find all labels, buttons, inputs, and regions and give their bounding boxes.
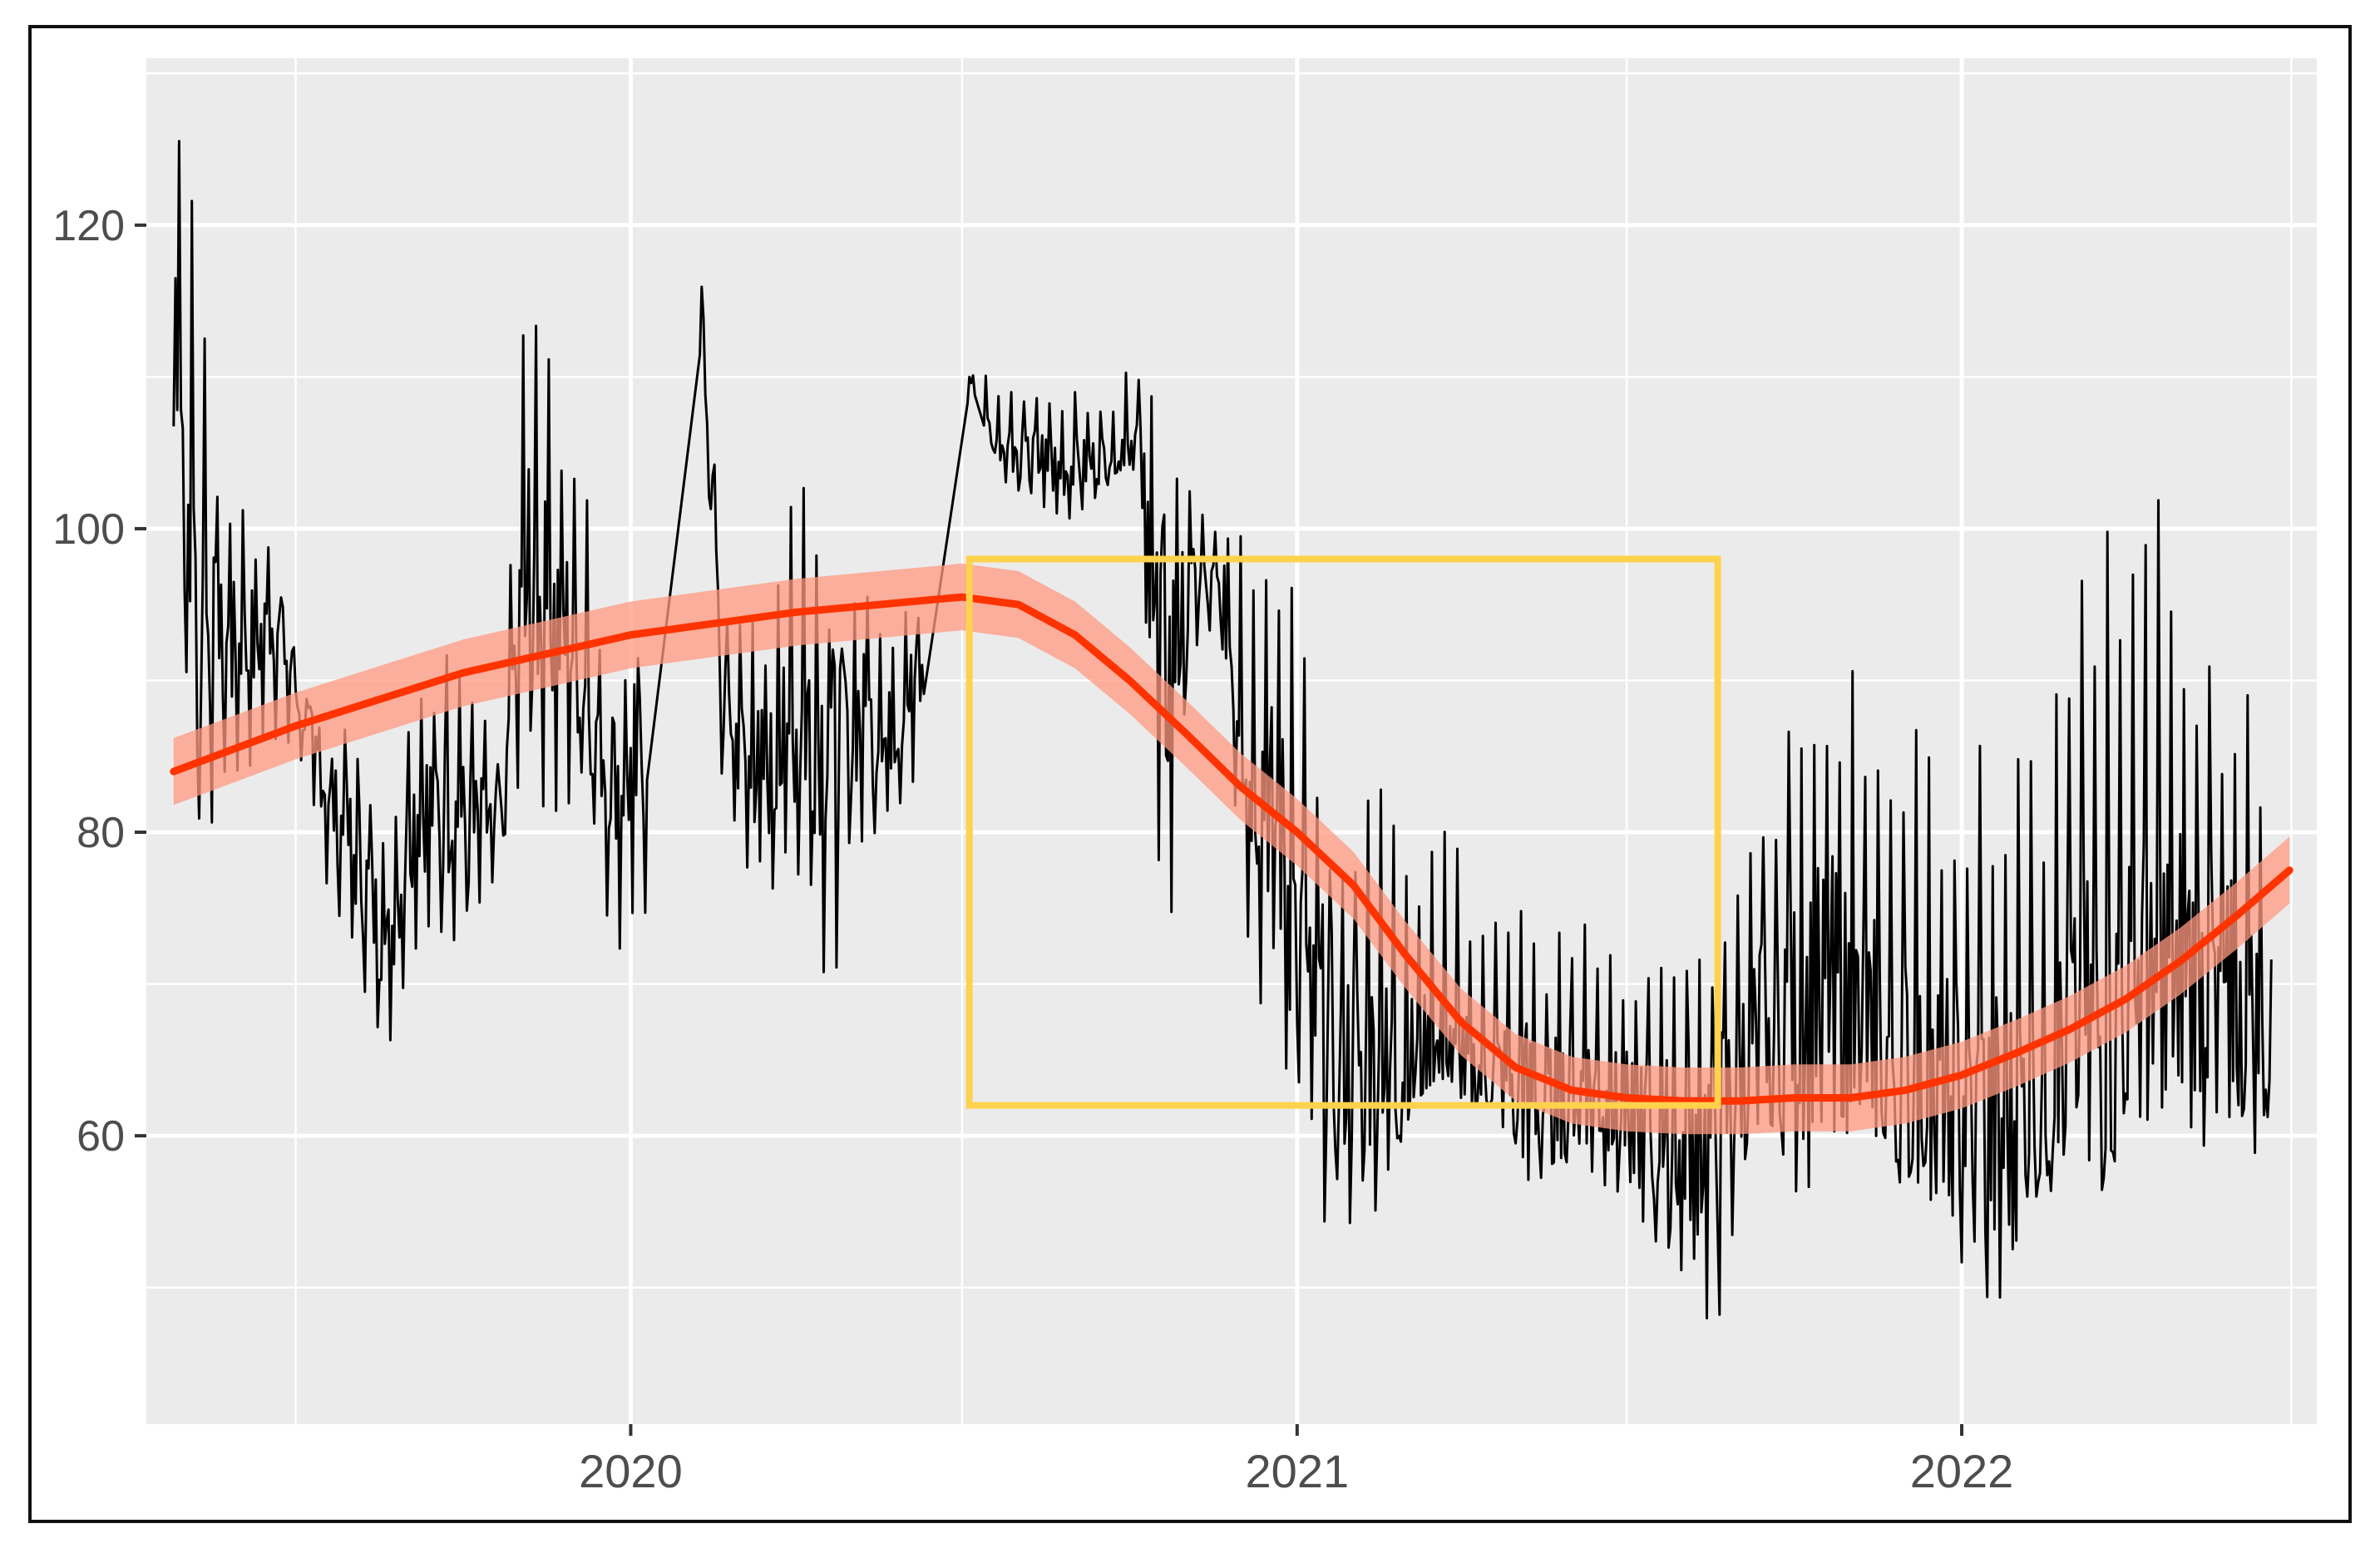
x-tick-label: 2022 — [1910, 1445, 2014, 1497]
highlight-box — [965, 555, 1721, 1109]
y-tick-label: 60 — [77, 1112, 125, 1161]
y-tick-label: 120 — [52, 202, 125, 250]
y-tick-label: 80 — [77, 809, 125, 857]
x-tick-label: 2020 — [579, 1445, 683, 1497]
smooth-trend-line — [170, 593, 2294, 1105]
y-tick-label: 100 — [52, 505, 125, 554]
x-tick-label: 2021 — [1246, 1445, 1350, 1497]
